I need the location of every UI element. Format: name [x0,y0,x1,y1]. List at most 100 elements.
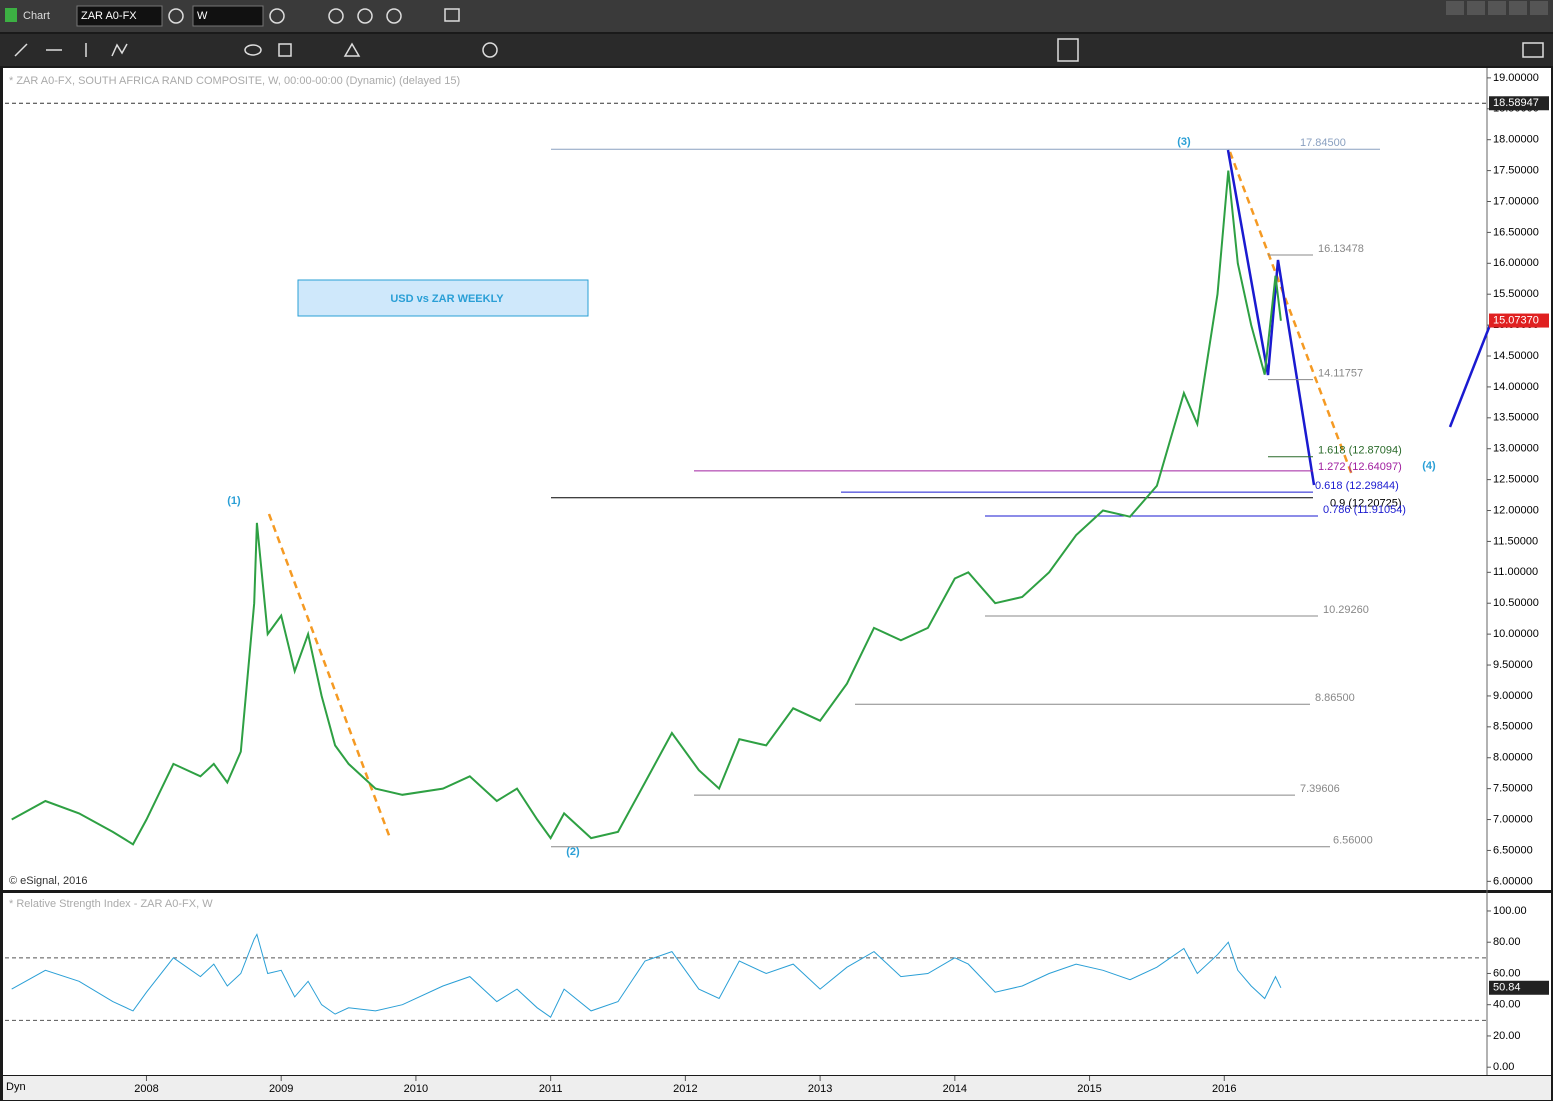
tool[interactable] [14,43,28,57]
fib-label: 6.56000 [1333,835,1373,847]
y-tick-label: 12.50000 [1493,474,1539,486]
y-tick-label: 13.50000 [1493,412,1539,424]
y-tick-label: 16.00000 [1493,257,1539,269]
value-box [1489,313,1549,328]
wave-label: (3) [1177,136,1191,148]
y-tick-label: 7.50000 [1493,783,1533,795]
y-tick-label: 9.00000 [1493,690,1533,702]
value-box-label: 50.84 [1493,982,1521,994]
fib-label: 8.86500 [1315,692,1355,704]
icon[interactable] [386,8,402,24]
rsi-panel [3,893,1487,1075]
fib-label: 0.618 (12.29844) [1315,480,1399,492]
x-tick-label: 2016 [1212,1083,1236,1095]
tool[interactable] [278,43,292,57]
tool-icons [14,38,1544,62]
tool[interactable] [244,44,262,56]
wave-label: (4) [1422,460,1436,472]
footer-label: Dyn [6,1081,26,1093]
tool[interactable] [482,42,498,58]
max-button[interactable] [1509,1,1527,15]
tool[interactable] [111,43,128,57]
fib-label: 1.272 (12.64097) [1318,461,1402,473]
symbol[interactable]: ZAR A0-FX [81,10,137,22]
help-button[interactable] [1446,1,1464,15]
y-tick-label: 17.00000 [1493,195,1539,207]
interval[interactable]: W [197,10,208,22]
fib-label: 0.786 (11.91054) [1323,504,1406,516]
icon[interactable] [357,8,373,24]
blue-arrow [1226,149,1316,486]
x-tick-label: 2013 [808,1083,832,1095]
icon[interactable] [168,8,184,24]
value-box-label: 15.07370 [1493,314,1539,326]
value-box [1489,96,1549,111]
link-button[interactable] [1467,1,1485,15]
x-tick-label: 2014 [943,1083,967,1095]
y-tick-label: 13.00000 [1493,443,1539,455]
y-tick-label: 7.00000 [1493,813,1533,825]
price-axis [1487,68,1551,890]
x-tick-label: 2008 [134,1083,158,1095]
icon[interactable] [444,8,460,22]
annotation-box [297,279,589,317]
orange-arrow [1228,151,1354,476]
wave-label: (2) [566,846,580,858]
toolbar [0,34,1553,66]
top-icons [168,8,460,24]
series-line [11,170,1282,846]
close-button[interactable] [1530,1,1548,15]
fib-label: 10.29260 [1323,604,1369,616]
x-tick-label: 2009 [269,1083,293,1095]
value-box-label: 18.58947 [1493,97,1539,109]
y-tick-label: 14.00000 [1493,381,1539,393]
fib-label: 14.11757 [1318,368,1363,380]
fib-label: 17.84500 [1300,137,1346,149]
icon[interactable] [328,8,344,24]
y-tick-label: 0.00 [1493,1061,1514,1073]
y-tick-label: 6.00000 [1493,875,1533,887]
fib-label: 0.9 (12.20725) [1330,498,1402,510]
y-tick-label: 80.00 [1493,936,1521,948]
y-tick-label: 16.50000 [1493,226,1539,238]
y-tick-label: 20.00 [1493,1030,1521,1042]
fib-label: 7.39606 [1300,783,1340,795]
tool[interactable] [343,42,361,57]
interval-box[interactable] [192,5,264,27]
y-tick-label: 19.00000 [1493,72,1539,84]
tool[interactable] [1057,38,1079,62]
annotation: USD vs ZAR WEEKLY [390,293,504,305]
y-tick-label: 6.50000 [1493,844,1533,856]
y-tick-label: 8.50000 [1493,721,1533,733]
fib-label: 1.618 (12.87094) [1318,445,1402,457]
x-tick-label: 2012 [673,1083,697,1095]
y-tick-label: 11.50000 [1493,535,1538,547]
y-tick-label: 14.50000 [1493,350,1539,362]
wave-label: (1) [227,495,241,507]
y-tick-label: 8.00000 [1493,752,1533,764]
min-button[interactable] [1488,1,1506,15]
x-tick-label: 2015 [1077,1083,1101,1095]
y-tick-label: 18.00000 [1493,134,1539,146]
blue-arrow [1448,324,1492,428]
app-icon [5,8,17,22]
tool[interactable] [1522,42,1544,58]
fib-label: 16.13478 [1318,243,1364,255]
x-tick-label: 2010 [404,1083,428,1095]
y-tick-label: 11.00000 [1493,566,1538,578]
y-tick-label: 100.00 [1493,905,1527,917]
y-tick-label: 40.00 [1493,999,1521,1011]
price-panel [3,68,1487,890]
y-tick-label: 10.50000 [1493,597,1539,609]
y-tick-label: 17.50000 [1493,165,1539,177]
y-tick-label: 15.50000 [1493,288,1539,300]
symbol-box[interactable] [76,5,163,27]
credit: © eSignal, 2016 [9,875,87,887]
price-title: * ZAR A0-FX, SOUTH AFRICA RAND COMPOSITE… [9,75,460,87]
icon[interactable] [269,8,285,24]
y-tick-label: 9.50000 [1493,659,1533,671]
app-label: Chart [23,10,50,22]
x-tick-label: 2011 [539,1083,563,1095]
